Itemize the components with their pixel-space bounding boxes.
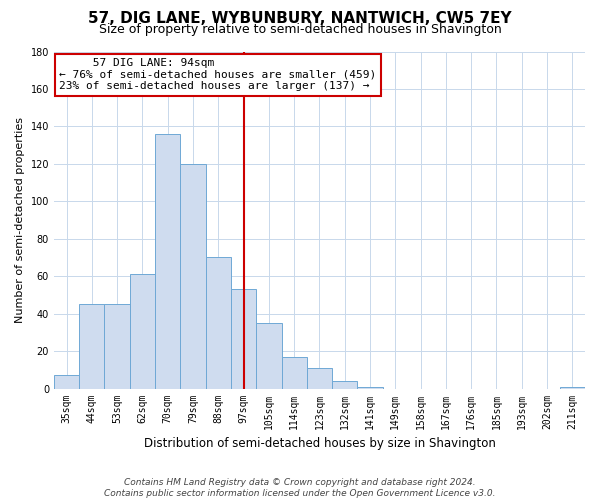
X-axis label: Distribution of semi-detached houses by size in Shavington: Distribution of semi-detached houses by … xyxy=(143,437,496,450)
Bar xyxy=(560,386,585,388)
Bar xyxy=(332,381,358,388)
Y-axis label: Number of semi-detached properties: Number of semi-detached properties xyxy=(15,117,25,323)
Bar xyxy=(307,368,332,388)
Bar xyxy=(79,304,104,388)
Bar xyxy=(104,304,130,388)
Bar xyxy=(181,164,206,388)
Bar xyxy=(256,323,281,388)
Bar xyxy=(358,386,383,388)
Text: Contains HM Land Registry data © Crown copyright and database right 2024.
Contai: Contains HM Land Registry data © Crown c… xyxy=(104,478,496,498)
Bar xyxy=(281,356,307,388)
Text: 57 DIG LANE: 94sqm
← 76% of semi-detached houses are smaller (459)
23% of semi-d: 57 DIG LANE: 94sqm ← 76% of semi-detache… xyxy=(59,58,376,92)
Text: Size of property relative to semi-detached houses in Shavington: Size of property relative to semi-detach… xyxy=(98,22,502,36)
Bar xyxy=(54,376,79,388)
Bar xyxy=(206,258,231,388)
Bar xyxy=(231,290,256,388)
Bar xyxy=(130,274,155,388)
Text: 57, DIG LANE, WYBUNBURY, NANTWICH, CW5 7EY: 57, DIG LANE, WYBUNBURY, NANTWICH, CW5 7… xyxy=(88,11,512,26)
Bar xyxy=(155,134,181,388)
